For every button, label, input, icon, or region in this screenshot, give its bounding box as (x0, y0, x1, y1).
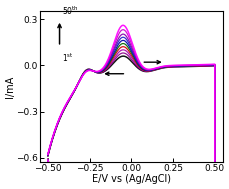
X-axis label: E/V vs (Ag/AgCl): E/V vs (Ag/AgCl) (91, 174, 170, 184)
Y-axis label: I/mA: I/mA (5, 76, 15, 98)
Text: 50$^{\rm th}$: 50$^{\rm th}$ (62, 5, 79, 18)
Text: 1$^{\rm st}$: 1$^{\rm st}$ (62, 51, 74, 64)
